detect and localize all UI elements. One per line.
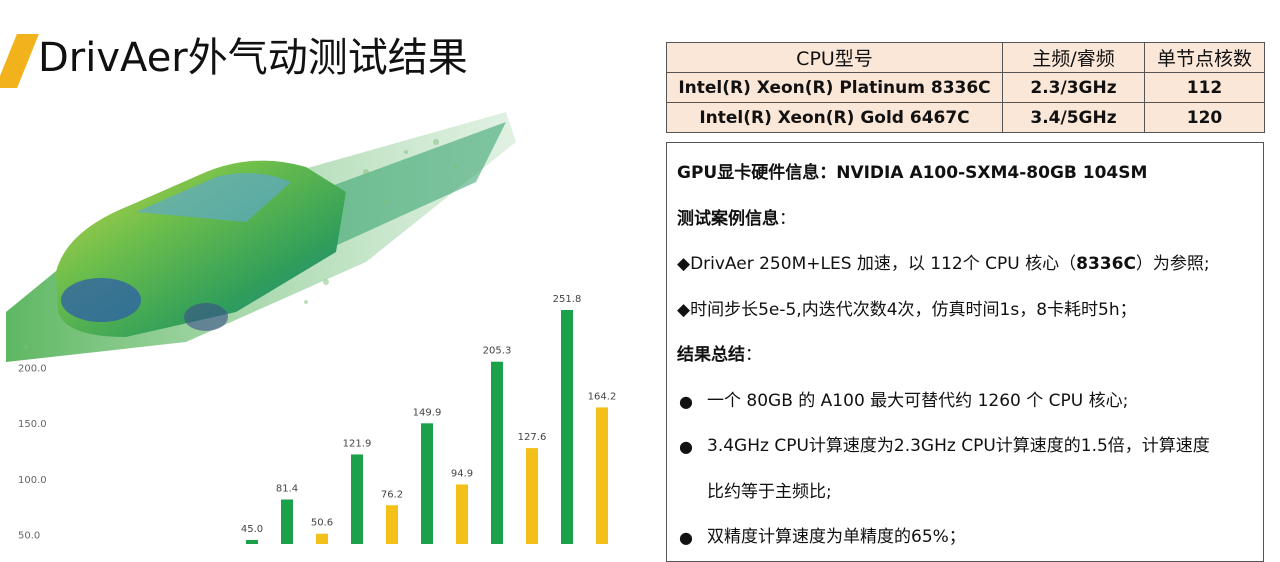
cell-frequency: 3.4/5GHz	[1002, 102, 1145, 133]
table-row: Intel(R) Xeon(R) Platinum 8336C 2.3/3GHz…	[666, 72, 1265, 103]
y-tick-label: 50.0	[18, 530, 40, 541]
header-core-count: 单节点核数	[1144, 42, 1265, 73]
case-line1-part-c: ）为参照;	[1135, 254, 1210, 274]
case-line1-part-a: ◆DrivAer 250M+LES 加速，以 112个 CPU 核心（	[677, 254, 1077, 274]
y-tick-label: 150.0	[18, 419, 47, 430]
table-row: Intel(R) Xeon(R) Gold 6467C 3.4/5GHz 120	[666, 102, 1265, 133]
bar	[281, 499, 293, 544]
gpu-hardware-info: GPU显卡硬件信息：NVIDIA A100-SXM4-80GB 104SM	[677, 163, 1148, 183]
bar	[596, 407, 608, 544]
test-info-box: GPU显卡硬件信息：NVIDIA A100-SXM4-80GB 104SM 测试…	[666, 142, 1264, 562]
case-info-label: 测试案例信息	[677, 208, 779, 229]
bar-value-label: 76.2	[381, 489, 403, 500]
bullet-icon: ●	[679, 437, 693, 456]
cell-core-count: 120	[1144, 102, 1265, 133]
bar-value-label: 50.6	[311, 518, 333, 529]
bar-value-label: 81.4	[276, 483, 298, 494]
bar-value-label: 164.2	[588, 391, 617, 402]
speedup-bar-chart: 50.0 100.0 150.0 200.0 45.0 81.4 50.6 121.9 76.2…	[18, 294, 617, 544]
bullet-icon: ●	[679, 391, 693, 411]
case-info-heading: 测试案例信息：	[677, 197, 1253, 243]
summary-item-2: ● 3.4GHz CPU计算速度为2.3GHz CPU计算速度的1.5倍，计算速度	[677, 424, 1253, 470]
y-tick-label: 100.0	[18, 475, 47, 486]
cpu-spec-table: CPU型号 主频/睿频 单节点核数 Intel(R) Xeon(R) Plati…	[666, 42, 1265, 133]
summary-text-1: 一个 80GB 的 A100 最大可替代约 1260 个 CPU 核心;	[707, 390, 1129, 411]
bar	[526, 448, 538, 544]
bar	[491, 361, 503, 544]
bar-value-label: 127.6	[518, 432, 547, 443]
summary-item-3: ● 双精度计算速度为单精度的65%；	[677, 515, 1253, 561]
cell-frequency: 2.3/3GHz	[1002, 72, 1145, 103]
summary-item-2-continued: 比约等于主频比;	[677, 470, 1253, 516]
summary-label: 结果总结	[677, 345, 745, 365]
title-area: DrivAer外气动测试结果	[0, 28, 640, 88]
cell-core-count: 112	[1144, 72, 1265, 103]
header-frequency: 主频/睿频	[1002, 42, 1145, 73]
summary-colon: ：	[745, 345, 762, 365]
bar-value-label: 121.9	[343, 438, 372, 449]
summary-item-1: ● 一个 80GB 的 A100 最大可替代约 1260 个 CPU 核心;	[677, 379, 1253, 425]
bar-value-label: 45.0	[241, 524, 263, 535]
bar-value-label: 149.9	[413, 407, 442, 418]
summary-text-2: 3.4GHz CPU计算速度为2.3GHz CPU计算速度的1.5倍，计算速度	[707, 436, 1210, 456]
bar	[456, 484, 468, 544]
bar	[561, 309, 573, 544]
bullet-icon: ●	[679, 528, 693, 547]
table-header-row: CPU型号 主频/睿频 单节点核数	[666, 42, 1265, 73]
summary-heading: 结果总结：	[677, 333, 1253, 379]
case-info-line-2: ◆时间步长5e-5,内迭代次数4次，仿真时间1s，8卡耗时5h；	[677, 299, 1137, 320]
cell-cpu-model: Intel(R) Xeon(R) Platinum 8336C	[666, 72, 1003, 103]
case-info-line-1: ◆DrivAer 250M+LES 加速，以 112个 CPU 核心（8336C…	[677, 242, 1253, 288]
page-title: DrivAer外气动测试结果	[38, 35, 468, 81]
bar-value-label: 205.3	[483, 346, 512, 357]
cfd-car-visualization	[6, 112, 516, 362]
bar-value-label: 251.8	[553, 294, 582, 305]
y-tick-label: 200.0	[18, 364, 47, 375]
header-cpu-model: CPU型号	[666, 42, 1003, 73]
bar	[386, 505, 398, 544]
bar	[351, 454, 363, 544]
title-accent-bar	[0, 34, 39, 88]
cell-cpu-model: Intel(R) Xeon(R) Gold 6467C	[666, 102, 1003, 133]
case-info-colon: ：	[779, 208, 796, 229]
bar	[316, 533, 328, 544]
summary-text-2-continued: 比约等于主频比;	[707, 481, 832, 502]
bar	[246, 539, 258, 544]
bar	[421, 423, 433, 544]
case-line1-cpu-model: 8336C	[1076, 254, 1136, 274]
bar-value-label: 94.9	[451, 468, 473, 479]
summary-text-3: 双精度计算速度为单精度的65%；	[707, 527, 966, 547]
